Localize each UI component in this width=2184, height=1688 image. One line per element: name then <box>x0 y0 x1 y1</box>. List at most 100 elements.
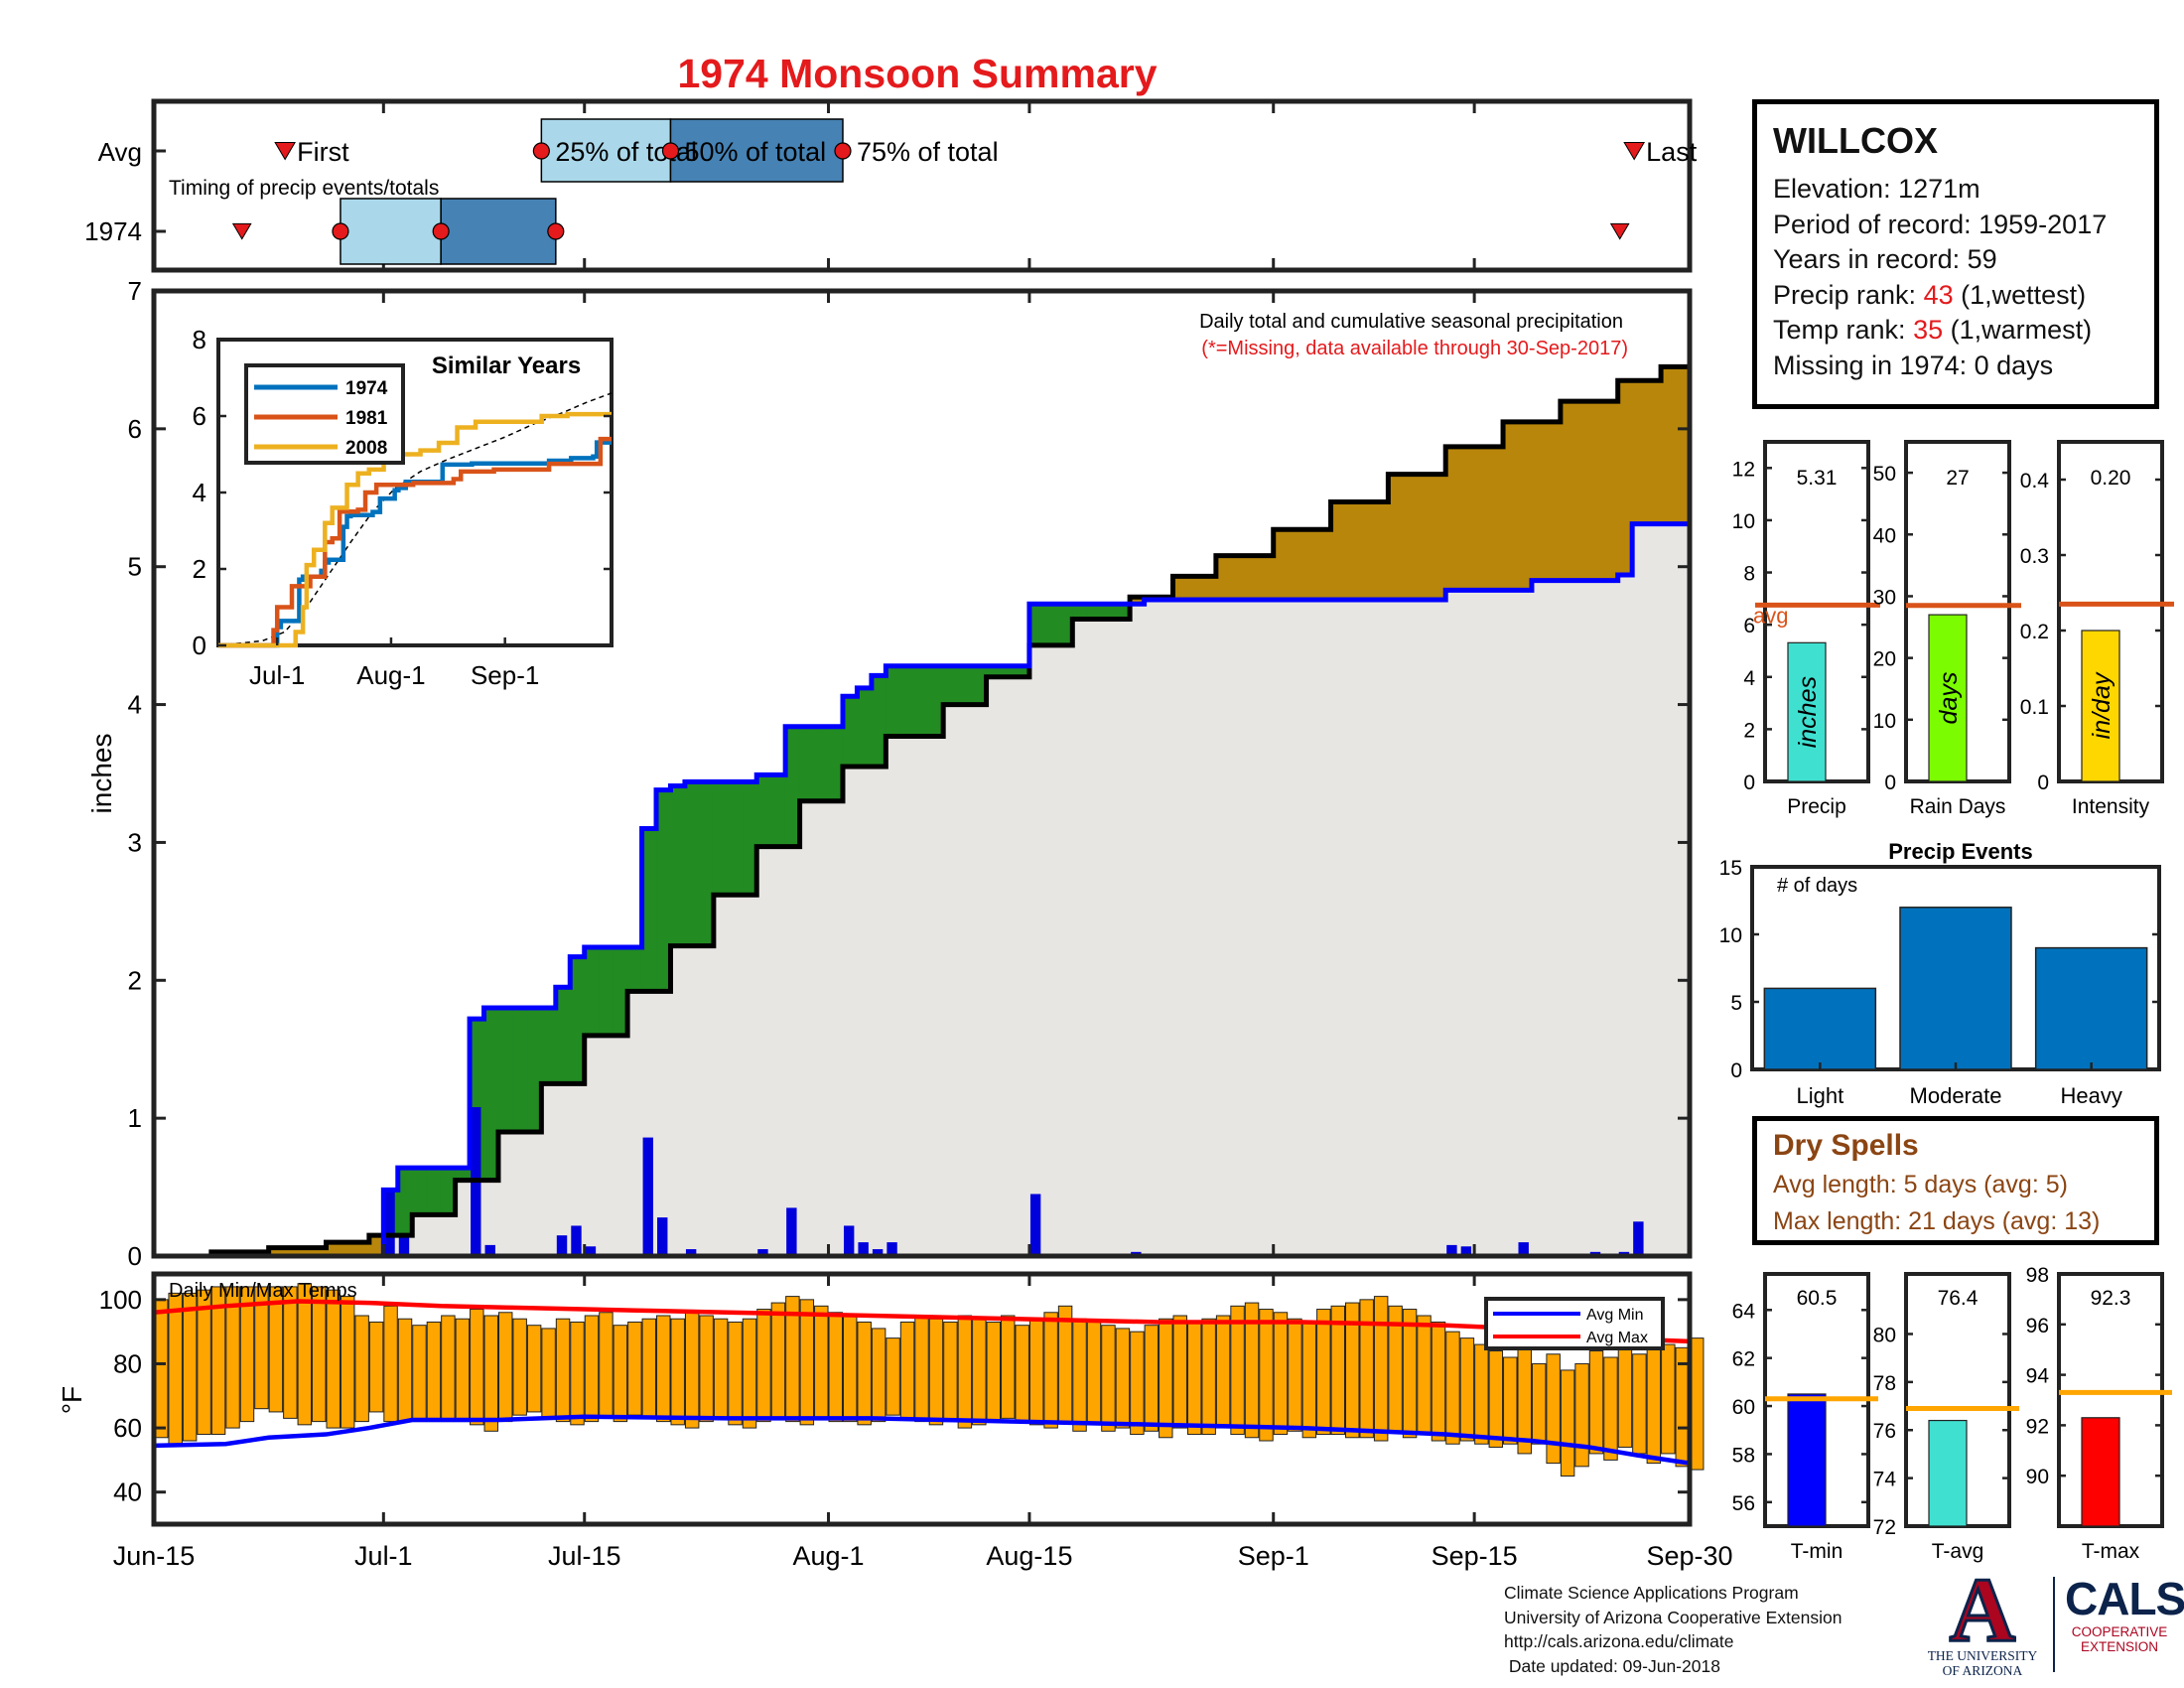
cals-logo-text: CALS <box>2065 1573 2184 1624</box>
below-average-band <box>1316 529 1332 601</box>
stat-ytick-label: 50 <box>1873 463 1896 486</box>
temp-range-bar <box>1617 1346 1633 1448</box>
stat-unit-label: in/day <box>2088 671 2116 739</box>
similar-xtick-label: Sep-1 <box>471 660 539 690</box>
temp-range-bar <box>397 1318 413 1423</box>
temp-stat-ytick-label: 60 <box>1732 1396 1755 1419</box>
temp-rank: Temp rank: 35 (1,warmest) <box>1773 313 2138 349</box>
temp-stat-ytick-label: 74 <box>1873 1469 1897 1491</box>
above-average-band <box>599 946 614 1036</box>
below-average-band <box>1359 501 1375 601</box>
stat-ytick-label: 6 <box>1743 615 1755 637</box>
temp-range-bar <box>1316 1309 1331 1436</box>
stat-ytick-label: 4 <box>1743 667 1755 690</box>
temp-range-bar <box>986 1321 1002 1423</box>
season-stats-panels: inchesavg5.31024681012Precipdays27010203… <box>1732 440 2174 818</box>
dry-spells-box: Dry Spells Avg length: 5 days (avg: 5) M… <box>1752 1116 2159 1245</box>
stat-panel-label: Rain Days <box>1910 795 2006 818</box>
above-average-band <box>972 665 988 705</box>
station-period: Period of record: 1959-2017 <box>1773 209 2108 239</box>
seasonal-ytick-label: 4 <box>128 690 142 720</box>
daily-temps-chart: Daily Min/Max Temps 40 60 80 100 Jun-15 Jul-1 J… <box>57 1271 1733 1571</box>
logo-divider <box>2053 1577 2055 1672</box>
temp-range-bar <box>785 1296 800 1423</box>
temp-range-bar <box>383 1305 398 1423</box>
stat-ytick-label: 0.4 <box>2020 470 2050 492</box>
below-average-band <box>1661 366 1677 524</box>
temp-range-bar <box>828 1312 843 1423</box>
stat-unit-label: days <box>1935 672 1963 725</box>
temp-range-bar <box>1431 1321 1446 1442</box>
temp-range-bar <box>871 1328 887 1423</box>
stat-ytick-label: 10 <box>1732 510 1755 533</box>
temp-range-bar <box>1345 1302 1360 1439</box>
temp-range-bar <box>210 1286 226 1436</box>
similar-ytick-label: 6 <box>193 401 206 431</box>
daily-precip-bar <box>1633 1221 1644 1256</box>
above-average-band <box>914 665 930 737</box>
below-average-band <box>1588 401 1604 581</box>
below-average-band <box>1130 597 1146 605</box>
temp-stat-value-label: 92.3 <box>2091 1287 2131 1310</box>
temps-legend-box <box>1484 1297 1665 1350</box>
temp-range-bar <box>168 1292 183 1445</box>
temp-range-bar <box>1028 1318 1044 1426</box>
above-average-band <box>899 665 915 737</box>
temp-range-bar <box>799 1299 815 1426</box>
temp-range-bar <box>1445 1331 1460 1445</box>
date-axis-label: Sep-30 <box>1646 1541 1732 1571</box>
above-average-band <box>871 675 887 768</box>
stat-panel-label: Intensity <box>2072 795 2150 818</box>
timing-p75-label: 75% of total <box>857 137 999 167</box>
credits-url[interactable]: http://cals.arizona.edu/climate <box>1504 1631 1734 1651</box>
seasonal-ylabel: inches <box>86 734 117 814</box>
below-average-band <box>1517 421 1533 591</box>
daily-precip-bar <box>585 1246 597 1256</box>
ua-logo-text: OF ARIZONA <box>1942 1663 2023 1678</box>
temp-range-bar <box>526 1325 542 1413</box>
stat-ytick-label: 10 <box>1873 710 1896 733</box>
credits-line: Climate Science Applications Program <box>1504 1583 1799 1603</box>
stat-value-label: 5.31 <box>1797 467 1838 490</box>
temp-range-bar <box>1330 1305 1346 1436</box>
avg-cumulative-line <box>154 356 1693 1259</box>
temp-range-bar <box>512 1318 527 1416</box>
timing-year-p50-marker <box>432 222 450 240</box>
temps-legend-label: Avg Min <box>1586 1307 1644 1324</box>
temp-range-bar <box>943 1321 958 1423</box>
above-average-band <box>412 1168 428 1215</box>
temp-stat-value-label: 76.4 <box>1938 1287 1979 1310</box>
temp-range-bar <box>641 1318 657 1419</box>
temp-range-bar <box>1244 1302 1260 1439</box>
below-average-band <box>1345 501 1361 601</box>
temp-range-bar <box>1043 1312 1058 1429</box>
seasonal-ytick-label: 3 <box>128 827 142 857</box>
below-average-band <box>1186 576 1203 601</box>
seasonal-annotation: Daily total and cumulative seasonal prec… <box>1199 311 1623 333</box>
dry-spells-max: Max length: 21 days (avg: 13) <box>1773 1207 2101 1235</box>
above-average-band <box>397 1168 413 1236</box>
temp-range-bar <box>1072 1318 1087 1432</box>
similar-series-line-1981 <box>218 436 612 648</box>
date-axis-label: Jul-15 <box>548 1541 621 1571</box>
stat-value-label: 27 <box>1946 467 1969 490</box>
date-axis-label: Sep-1 <box>1238 1541 1309 1571</box>
below-average-band <box>1474 446 1490 591</box>
stat-unit-label: inches <box>1794 676 1822 748</box>
temp-stat-ytick-label: 90 <box>2026 1466 2049 1488</box>
similar-ytick-label: 2 <box>193 554 206 584</box>
seasonal-missing-note: (*=Missing, data available through 30-Se… <box>1201 338 1628 359</box>
temps-ytick-label: 80 <box>113 1348 142 1378</box>
below-average-band <box>1244 555 1260 601</box>
seasonal-baseline-area <box>154 523 1690 1256</box>
timing-avg-first-marker <box>274 142 296 161</box>
timing-first-label: First <box>297 137 349 167</box>
below-average-band <box>1560 401 1575 581</box>
temp-range-bar <box>412 1325 427 1423</box>
temp-range-bar <box>627 1321 642 1416</box>
above-average-band <box>957 665 973 705</box>
daily-precip-bar <box>1518 1242 1529 1256</box>
temp-range-bar <box>1015 1325 1029 1423</box>
seasonal-ytick-label: 0 <box>128 1241 142 1271</box>
temp-range-bar <box>770 1302 786 1419</box>
